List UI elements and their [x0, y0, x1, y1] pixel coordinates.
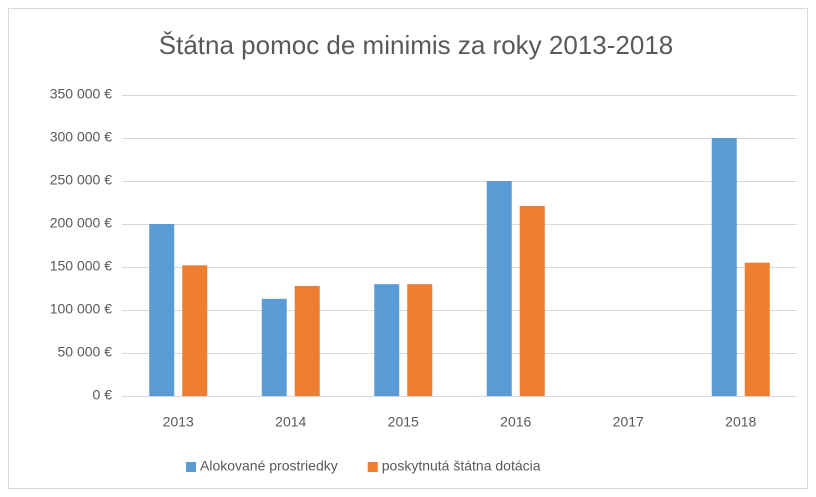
bar: [149, 224, 175, 396]
chart-border: [8, 8, 808, 489]
x-tick-label: 2018: [725, 414, 756, 430]
chart-title: Štátna pomoc de minimis za roky 2013-201…: [159, 30, 674, 60]
y-tick-label: 150 000 €: [50, 258, 112, 274]
x-tick-label: 2015: [388, 414, 419, 430]
bar: [374, 284, 400, 396]
x-tick-label: 2013: [163, 414, 194, 430]
legend-swatch: [367, 462, 378, 472]
y-tick-label: 200 000 €: [50, 215, 112, 231]
bar: [519, 205, 545, 396]
y-tick-label: 250 000 €: [50, 172, 112, 188]
y-tick-label: 0 €: [93, 387, 113, 403]
bar: [711, 138, 737, 396]
y-tick-label: 50 000 €: [58, 344, 113, 360]
legend-label: Alokované prostriedky: [200, 458, 338, 474]
bar: [744, 262, 770, 396]
legend-label: poskytnutá štátna dotácia: [382, 458, 541, 474]
x-tick-label: 2014: [275, 414, 306, 430]
y-tick-label: 100 000 €: [50, 301, 112, 317]
x-tick-label: 2017: [613, 414, 644, 430]
bar: [261, 298, 287, 396]
y-tick-label: 300 000 €: [50, 129, 112, 145]
bar: [486, 181, 512, 396]
bar: [182, 265, 208, 396]
y-tick-label: 350 000 €: [50, 86, 112, 102]
x-tick-label: 2016: [500, 414, 531, 430]
legend-swatch: [186, 462, 196, 472]
bar: [294, 285, 320, 396]
bar: [407, 284, 433, 396]
